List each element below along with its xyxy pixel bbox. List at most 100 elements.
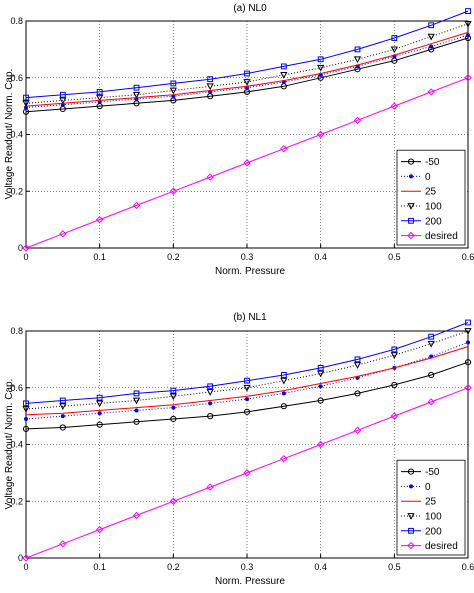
series-desired — [22, 384, 472, 562]
legend-label: 100 — [425, 202, 442, 213]
data-point — [97, 411, 102, 416]
data-point — [280, 377, 288, 385]
legend-item: 100 — [401, 512, 442, 523]
data-point — [317, 397, 324, 404]
x-tick-label: 0.5 — [388, 252, 401, 262]
series-line — [25, 77, 469, 249]
data-point — [96, 394, 103, 401]
data-point — [427, 340, 435, 348]
data-point — [318, 384, 323, 389]
data-point — [281, 391, 286, 396]
legend-marker — [407, 513, 415, 520]
data-point — [280, 144, 288, 153]
legend-item: 25 — [401, 187, 437, 198]
data-point — [22, 425, 30, 432]
legend-box — [396, 459, 466, 556]
x-tick-label: 0.5 — [388, 562, 401, 572]
y-tick-label: 0.2 — [10, 496, 23, 506]
x-tick-label: 0.1 — [93, 252, 106, 262]
data-point — [243, 79, 251, 86]
data-point — [206, 389, 214, 396]
data-point — [22, 244, 30, 252]
data-point — [354, 356, 361, 363]
data-point — [280, 403, 287, 410]
legend-marker — [407, 231, 415, 240]
data-point — [464, 74, 472, 82]
data-point — [59, 230, 67, 238]
legend: -50 0 25 100 200 desired — [396, 149, 466, 246]
chart-panel-b: (b) NL1 0 0.1 0.2 0.3 0.4 0.5 0.6 0 0.2 0.4 0.6 0.8… — [4, 312, 474, 587]
plot-area: 0 0.1 0.2 0.3 0.4 0.5 0.6 0 0.2 0.4 0.6 0.8 -50 0 25 10… — [10, 8, 474, 262]
data-point — [316, 130, 325, 139]
data-point — [316, 440, 325, 449]
chart-panel-a: (a) NL0 0 0.1 0.2 0.3 0.4 0.5 0.6 0 0.2 0.4 0.6 0.8… — [4, 3, 474, 277]
y-tick-label: 0.6 — [10, 73, 23, 83]
legend-marker — [407, 203, 415, 210]
legend-item: 200 — [401, 216, 442, 227]
data-point — [96, 400, 104, 408]
legend-label: 25 — [425, 497, 437, 508]
legend-label: -50 — [425, 467, 440, 478]
data-point — [23, 400, 29, 407]
data-point — [207, 413, 214, 420]
series-200 — [23, 319, 471, 407]
x-tick-label: 0.6 — [462, 562, 474, 572]
series-line — [25, 387, 469, 559]
data-point — [133, 418, 140, 425]
data-point — [243, 159, 251, 167]
data-point — [353, 56, 362, 64]
y-axis-label: Voltage Readout/ Norm. Cap. — [4, 69, 15, 200]
data-point — [317, 370, 325, 378]
data-point — [96, 421, 103, 428]
data-point — [427, 33, 435, 41]
data-point — [390, 412, 399, 420]
plot-area: 0 0.1 0.2 0.3 0.4 0.5 0.6 0 0.2 0.4 0.6 0.8 -50 0 25 10… — [10, 319, 474, 572]
data-point — [465, 319, 471, 326]
legend-label: -50 — [425, 157, 440, 168]
series-200 — [23, 8, 471, 101]
data-point — [245, 397, 249, 402]
series-100 — [22, 20, 472, 108]
x-tick-label: 0 — [23, 562, 28, 572]
legend-label: 100 — [425, 512, 442, 523]
chart-title: (a) NL0 — [233, 3, 267, 14]
data-point — [95, 525, 104, 534]
legend-marker — [407, 541, 415, 550]
series-100 — [22, 328, 472, 413]
data-point — [466, 340, 470, 345]
data-point — [280, 372, 287, 378]
legend: -50 0 25 100 200 desired — [396, 459, 466, 556]
y-tick-label: 0.8 — [10, 16, 23, 26]
data-point — [428, 371, 435, 379]
data-point — [60, 414, 65, 419]
data-point — [171, 405, 176, 410]
data-point — [206, 83, 214, 91]
x-tick-label: 0.2 — [167, 252, 180, 262]
x-tick-label: 0 — [23, 252, 28, 262]
legend-marker — [409, 174, 413, 179]
series--50 — [22, 359, 472, 432]
y-tick-label: 0 — [18, 553, 23, 563]
data-point — [208, 401, 213, 406]
data-point — [317, 64, 325, 72]
legend-marker — [409, 484, 413, 489]
data-point — [96, 89, 103, 95]
data-point — [391, 346, 398, 353]
y-axis-label: Voltage Readout/ Norm. Cap. — [4, 379, 15, 510]
data-point — [464, 328, 472, 335]
legend-marker — [407, 468, 415, 475]
legend-label: 0 — [425, 172, 431, 183]
legend-item: 0 — [401, 482, 431, 493]
x-axis-label: Norm. Pressure — [215, 576, 285, 587]
data-point — [132, 201, 141, 210]
legend-item: 0 — [401, 172, 431, 183]
series-line — [25, 346, 469, 416]
data-point — [59, 397, 66, 404]
data-point — [96, 94, 104, 102]
y-tick-label: 0.2 — [10, 186, 23, 196]
legend-marker — [407, 158, 415, 165]
data-point — [59, 424, 66, 431]
legend-item: 200 — [401, 526, 442, 537]
data-point — [207, 76, 214, 83]
